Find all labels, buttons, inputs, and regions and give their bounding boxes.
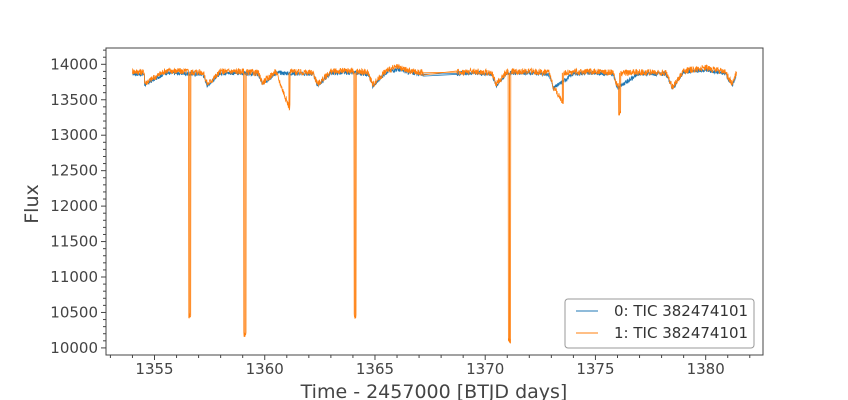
- x-tick-label: 1375: [576, 360, 614, 378]
- y-tick-label: 11500: [50, 233, 98, 251]
- y-tick-label: 13000: [50, 126, 98, 144]
- x-tick-label: 1355: [135, 360, 173, 378]
- x-tick-label: 1360: [246, 360, 284, 378]
- x-tick-label: 1380: [687, 360, 725, 378]
- legend-label-series-1: 1: TIC 382474101: [614, 324, 748, 342]
- series-layer: [132, 63, 737, 344]
- legend-label-series-0: 0: TIC 382474101: [614, 302, 748, 320]
- x-tick-label: 1370: [466, 360, 504, 378]
- y-tick-label: 12500: [50, 162, 98, 180]
- series-1-gap-connector: [423, 71, 457, 74]
- x-tick-label: 1365: [356, 360, 394, 378]
- x-axis: 1355 1360 1365 1370 1375 1380: [109, 355, 751, 378]
- y-tick-label: 14000: [50, 55, 98, 73]
- legend-box: [564, 298, 755, 349]
- y-axis: 10000 10500 11000 11500 12000 12500 13000 13500…: [50, 49, 106, 357]
- y-tick-label: 13500: [50, 91, 98, 109]
- x-axis-label: Time - 2457000 [BTJD days]: [300, 381, 568, 400]
- y-tick-label: 10000: [50, 339, 98, 357]
- y-tick-label: 11000: [50, 268, 98, 286]
- plot-frame: [105, 47, 764, 356]
- y-axis-label: Flux: [21, 184, 43, 224]
- series-1-line: [132, 63, 737, 344]
- y-tick-label: 12000: [50, 197, 98, 215]
- y-tick-label: 10500: [50, 303, 98, 321]
- plot-area: 1355 1360 1365 1370 1375 1380 10000 10500 11000…: [50, 47, 764, 378]
- legend: 0: TIC 382474101 1: TIC 382474101: [564, 298, 755, 349]
